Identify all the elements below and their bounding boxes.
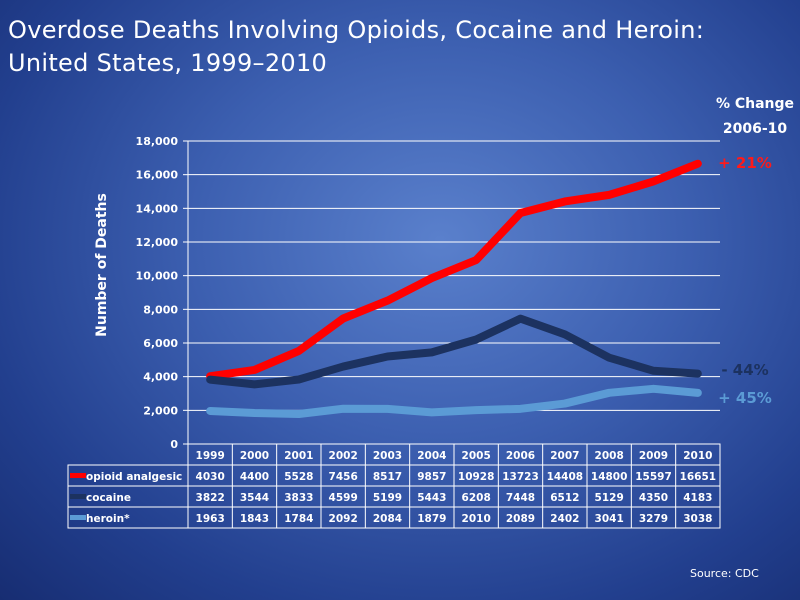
series-line-heroin <box>206 384 702 418</box>
table-cell: 4183 <box>683 492 712 504</box>
y-tick-label: 2,000 <box>143 404 178 417</box>
legend-label: cocaine <box>86 492 131 504</box>
x-category-label: 2006 <box>506 450 535 462</box>
table-cell: 2089 <box>506 513 535 525</box>
y-tick-label: 16,000 <box>136 169 179 182</box>
table-cell: 5443 <box>417 492 446 504</box>
y-tick-label: 0 <box>170 438 178 451</box>
y-tick-label: 18,000 <box>136 135 179 148</box>
y-tick-label: 10,000 <box>136 270 179 283</box>
y-tick-label: 4,000 <box>143 371 178 384</box>
table-cell: 1843 <box>240 513 269 525</box>
table-cell: 5129 <box>595 492 624 504</box>
table-cell: 10928 <box>458 471 495 483</box>
title-line-1: Overdose Deaths Involving Opioids, Cocai… <box>8 16 705 44</box>
table-cell: 14408 <box>547 471 584 483</box>
table-cell: 3544 <box>240 492 269 504</box>
table-cell: 3041 <box>595 513 624 525</box>
table-cell: 5199 <box>373 492 402 504</box>
table-cell: 6512 <box>550 492 579 504</box>
table-cell: 5528 <box>284 471 313 483</box>
table-cell: 2092 <box>329 513 358 525</box>
table-cell: 3038 <box>683 513 712 525</box>
y-tick-label: 6,000 <box>143 337 178 350</box>
table-cell: 4350 <box>639 492 668 504</box>
table-cell: 2010 <box>462 513 491 525</box>
pct-change-2: + 45% <box>718 389 772 407</box>
table-cell: 3279 <box>639 513 668 525</box>
table-cell: 4400 <box>240 471 269 483</box>
table-cell: 1963 <box>196 513 225 525</box>
table-cell: 8517 <box>373 471 402 483</box>
pct-change-header-line-2: 2006-10 <box>722 121 788 137</box>
table-cell: 2402 <box>550 513 579 525</box>
x-category-label: 2009 <box>639 450 668 462</box>
x-category-label: 1999 <box>196 450 225 462</box>
pct-change-1: - 44% <box>721 361 768 379</box>
table-cell: 2084 <box>373 513 402 525</box>
table-cell: 6208 <box>462 492 491 504</box>
legend-label: heroin* <box>86 513 130 525</box>
source-note: Source: CDC <box>690 567 759 580</box>
y-tick-label: 12,000 <box>136 236 179 249</box>
x-category-label: 2000 <box>240 450 269 462</box>
x-category-label: 2010 <box>683 450 712 462</box>
table-cell: 3833 <box>284 492 313 504</box>
table-cell: 4030 <box>196 471 225 483</box>
y-tick-label: 8,000 <box>143 303 178 316</box>
title-line-2: United States, 1999–2010 <box>8 49 328 77</box>
x-category-label: 2002 <box>329 450 358 462</box>
slide-title: Overdose Deaths Involving Opioids, Cocai… <box>8 14 704 80</box>
table-cell: 9857 <box>417 471 446 483</box>
pct-change-0: + 21% <box>718 154 772 172</box>
x-category-label: 2001 <box>284 450 313 462</box>
y-tick-label: 14,000 <box>136 202 179 215</box>
y-axis-label: Number of Deaths <box>94 193 110 337</box>
x-category-label: 2003 <box>373 450 402 462</box>
table-cell: 15597 <box>635 471 672 483</box>
table-cell: 7448 <box>506 492 535 504</box>
pct-change-header: % Change 2006-10 <box>700 92 800 142</box>
table-cell: 1879 <box>417 513 446 525</box>
table-cell: 7456 <box>329 471 358 483</box>
x-category-label: 2008 <box>595 450 624 462</box>
table-cell: 1784 <box>284 513 313 525</box>
series-line-opioid-analgesic <box>206 159 702 381</box>
pct-change-header-line-1: % Change <box>715 96 795 112</box>
x-category-label: 2007 <box>550 450 579 462</box>
table-cell: 4599 <box>329 492 358 504</box>
table-cell: 16651 <box>680 471 717 483</box>
legend-label: opioid analgesic <box>86 471 182 483</box>
x-category-label: 2005 <box>462 450 491 462</box>
table-cell: 13723 <box>502 471 539 483</box>
series-line-cocaine <box>206 314 702 389</box>
x-category-label: 2004 <box>417 450 446 462</box>
table-cell: 3822 <box>196 492 225 504</box>
table-cell: 14800 <box>591 471 628 483</box>
